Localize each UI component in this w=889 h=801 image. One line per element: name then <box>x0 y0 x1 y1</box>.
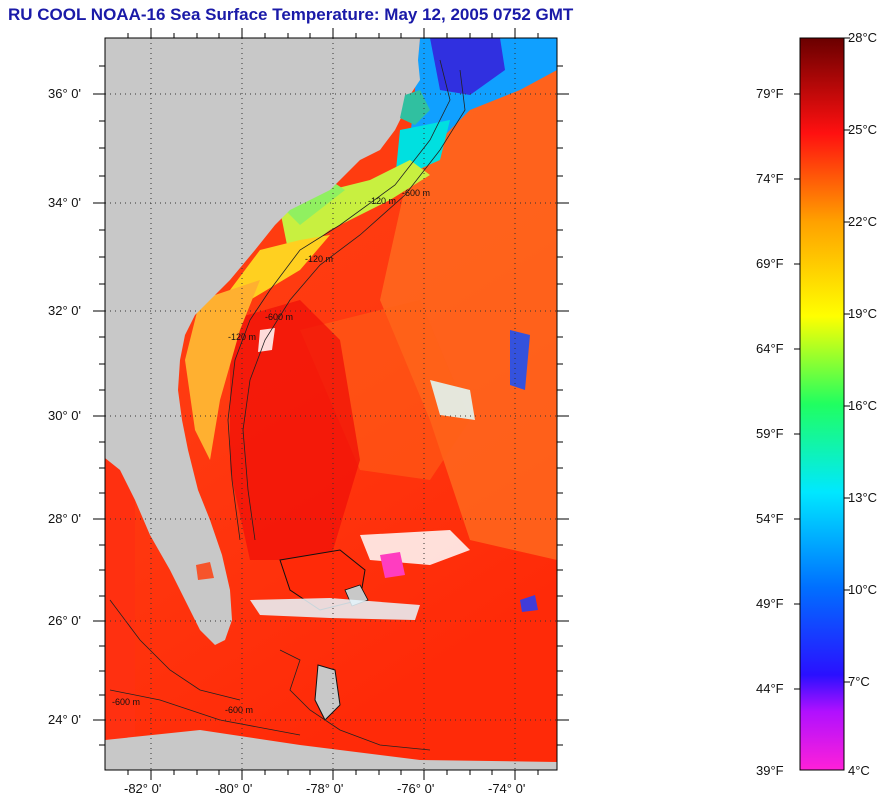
lat-label: 32° 0' <box>48 303 81 318</box>
lon-label: -78° 0' <box>306 781 344 796</box>
lat-label: 30° 0' <box>48 408 81 423</box>
isobath-label: -600 m <box>112 697 140 707</box>
colorbar-f-label: 44°F <box>756 681 784 696</box>
colorbar-ticks <box>794 37 850 690</box>
colorbar-c-label: 16°C <box>848 398 878 413</box>
isobath-label: -120 m <box>228 332 256 342</box>
isobath-label: -600 m <box>402 188 430 198</box>
lon-label: -82° 0' <box>124 781 162 796</box>
map-title: RU COOL NOAA-16 Sea Surface Temperature:… <box>8 5 574 24</box>
isobath-label: -600 m <box>225 705 253 715</box>
isobath-label: -600 m <box>265 312 293 322</box>
map-grid <box>105 38 557 770</box>
colorbar-f-label: 54°F <box>756 511 784 526</box>
colorbar-c-label: 25°C <box>848 122 878 137</box>
map-ticks <box>93 28 569 780</box>
lon-label: -80° 0' <box>215 781 253 796</box>
colorbar-f-label: 79°F <box>756 86 784 101</box>
colorbar-c-label: 10°C <box>848 582 878 597</box>
colorbar-f-label: 59°F <box>756 426 784 441</box>
isobath-label: -120 m <box>305 254 333 264</box>
colorbar-f-label: 69°F <box>756 256 784 271</box>
colorbar-c-label: 19°C <box>848 306 878 321</box>
colorbar-f-label: 49°F <box>756 596 784 611</box>
map-panel: -120 m -600 m -120 m -600 m -120 m -600 … <box>105 38 557 770</box>
colorbar-c-label: 4°C <box>848 763 870 778</box>
lat-label: 34° 0' <box>48 195 81 210</box>
colorbar-c-label: 7°C <box>848 674 870 689</box>
colorbar-c-label: 28°C <box>848 30 878 45</box>
colorbar-c-label: 22°C <box>848 214 878 229</box>
lat-label: 36° 0' <box>48 86 81 101</box>
lat-label: 26° 0' <box>48 613 81 628</box>
isobath-label: -120 m <box>368 196 396 206</box>
colorbar-c-label: 13°C <box>848 490 878 505</box>
lon-label: -74° 0' <box>488 781 526 796</box>
colorbar-f-label: 74°F <box>756 171 784 186</box>
colorbar-f-label: 64°F <box>756 341 784 356</box>
lat-label: 24° 0' <box>48 712 81 727</box>
lat-label: 28° 0' <box>48 511 81 526</box>
colorbar-f-label: 39°F <box>756 763 784 778</box>
land-mass <box>105 38 420 645</box>
colorbar <box>799 37 845 771</box>
map-frame <box>104 37 558 771</box>
lon-label: -76° 0' <box>397 781 435 796</box>
